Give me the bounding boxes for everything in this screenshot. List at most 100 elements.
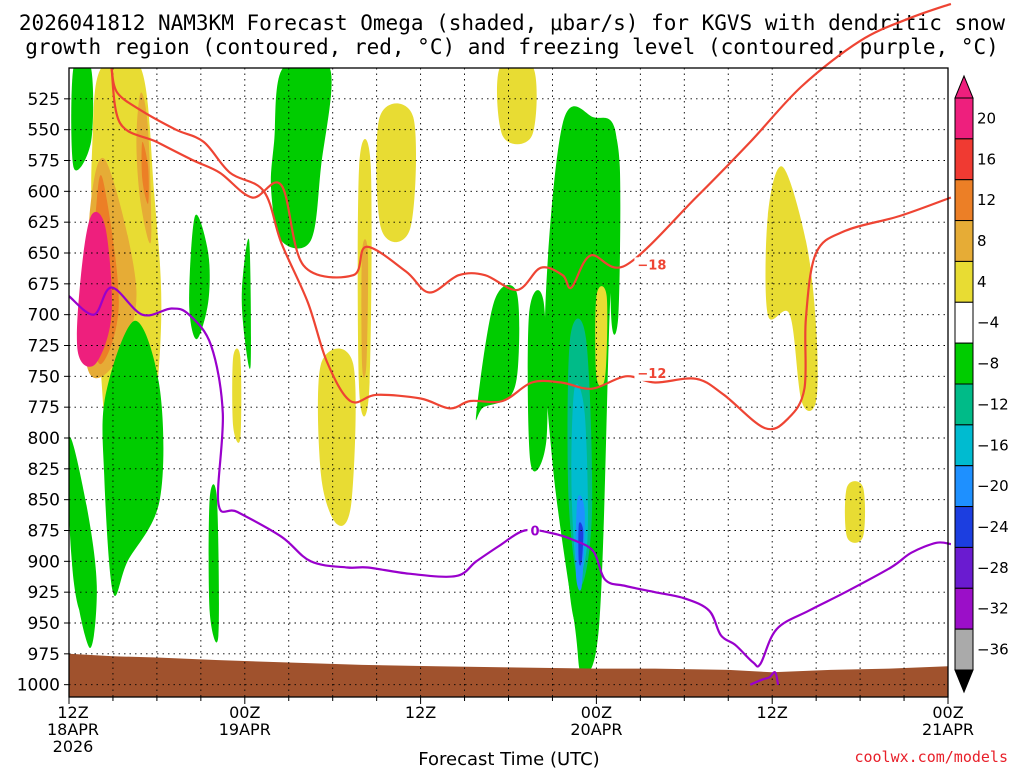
colorbar-box-4	[954, 260, 974, 303]
dgz-label-bg	[634, 365, 663, 381]
y-tick-label-1000: 1000	[17, 676, 60, 696]
colorbar-label-13: −36	[977, 641, 1009, 659]
x-tick-label-4-l1: 12Z	[757, 703, 788, 722]
y-tick-label-525: 525	[28, 90, 60, 110]
omega-region-33	[595, 286, 608, 387]
y-tick-label-625: 625	[28, 213, 60, 233]
y-tick-label-550: 550	[28, 121, 60, 141]
y-tick-label-925: 925	[28, 583, 60, 603]
grid-lines	[69, 68, 948, 697]
x-tick-label-3-l1: 00Z	[581, 703, 612, 722]
omega-region-17	[232, 348, 242, 443]
y-axis: 525 550 575 600 625 650 675 700 725 750 775 800 825 8…	[17, 90, 69, 696]
y-tick-label-725: 725	[28, 337, 60, 357]
y-tick-label-675: 675	[28, 275, 60, 295]
colorbar-label-12: −32	[977, 600, 1009, 618]
omega-region-14	[241, 238, 251, 369]
colorbar-box-10	[954, 506, 974, 548]
chart-title-line1: 2026041812 NAM3KM Forecast Omega (shaded…	[19, 11, 1006, 35]
colorbar-box-2	[954, 179, 974, 222]
colorbar-label-2: 12	[977, 191, 996, 209]
colorbar-label-0: 20	[977, 109, 996, 127]
colorbar-label-6: −8	[977, 355, 999, 373]
terrain-fill	[69, 653, 948, 697]
x-axis-label: Forecast Time (UTC)	[418, 749, 599, 768]
colorbar-top-arrow	[954, 74, 974, 99]
dgz-line-1	[110, 67, 952, 431]
colorbar-box-3	[954, 220, 974, 262]
freezing-level-contours: 0	[68, 286, 952, 686]
omega-region-12	[189, 214, 210, 340]
colorbar-box-5	[954, 301, 974, 344]
y-tick-label-750: 750	[28, 367, 60, 387]
colorbar-box-6	[954, 342, 974, 385]
colorbar-box-13	[954, 628, 974, 671]
colorbar-label-3: 8	[977, 232, 987, 250]
x-tick-label-0-l1: 12Z	[57, 703, 88, 722]
colorbar-box-7	[954, 383, 974, 426]
omega-region-24	[487, 314, 505, 365]
colorbar-box-1	[954, 138, 974, 181]
credit-text: coolwx.com/models	[854, 748, 1008, 766]
colorbar-label-8: −16	[977, 436, 1009, 454]
colorbar-label-9: −20	[977, 477, 1009, 495]
y-tick-label-850: 850	[28, 491, 60, 511]
colorbar-label-10: −24	[977, 518, 1009, 536]
freezing-label-bg	[527, 523, 540, 539]
dgz-label-0: −18	[637, 258, 666, 273]
x-tick-label-3-l2: 20APR	[570, 720, 622, 739]
colorbar-label-7: −12	[977, 395, 1009, 413]
colorbar-label-4: 4	[977, 273, 987, 291]
omega-colorbar: 20 16 12 8 4 −4 −8 −12 −16 −20 −24 −28 −32 −36	[954, 74, 1009, 694]
terrain-surface	[69, 653, 948, 697]
chart-title-line2: growth region (contoured, red, °C) and f…	[25, 35, 999, 59]
omega-region-3	[76, 211, 112, 367]
omega-region-16	[291, 93, 306, 219]
y-tick-label-575: 575	[28, 152, 60, 172]
x-tick-label-0-l3: 2026	[53, 737, 94, 756]
colorbar-box-0	[954, 97, 974, 140]
freezing-line-1	[749, 671, 780, 686]
x-tick-label-1-l2: 19APR	[219, 720, 271, 739]
colorbar-label-1: 16	[977, 150, 996, 168]
y-tick-label-950: 950	[28, 614, 60, 634]
colorbar-box-9	[954, 465, 974, 508]
y-tick-label-600: 600	[28, 182, 60, 202]
omega-region-9	[111, 363, 151, 514]
omega-region-18	[317, 348, 356, 526]
dendritic-growth-contours: −18 −12	[110, 2, 952, 431]
y-tick-label-800: 800	[28, 429, 60, 449]
x-tick-label-5-l2: 21APR	[922, 720, 974, 739]
omega-region-32	[610, 130, 621, 335]
colorbar-box-8	[954, 424, 974, 467]
y-tick-label-975: 975	[28, 645, 60, 665]
y-tick-label-825: 825	[28, 460, 60, 480]
y-tick-label-775: 775	[28, 398, 60, 418]
colorbar-bottom-arrow	[954, 669, 974, 694]
y-tick-label-900: 900	[28, 552, 60, 572]
omega-region-7	[73, 73, 85, 145]
omega-region-35	[844, 481, 866, 543]
dgz-label-1: −12	[637, 367, 666, 382]
x-tick-label-0-l2: 18APR	[47, 720, 99, 739]
dgz-label-bg	[634, 257, 663, 273]
omega-region-13	[208, 484, 219, 643]
freezing-label-0: 0	[530, 525, 539, 540]
omega-region-21	[376, 103, 417, 243]
x-tick-label-5-l1: 00Z	[932, 703, 963, 722]
omega-region-20	[361, 239, 369, 378]
omega-region-5	[141, 141, 149, 204]
dgz-line-0	[110, 2, 952, 294]
y-tick-label-650: 650	[28, 244, 60, 264]
x-tick-label-1-l1: 00Z	[229, 703, 260, 722]
omega-region-11	[71, 474, 89, 611]
y-tick-label-700: 700	[28, 306, 60, 326]
colorbar-box-12	[954, 587, 974, 630]
omega-region-22	[497, 68, 537, 145]
y-tick-label-875: 875	[28, 522, 60, 542]
omega-region-34	[765, 166, 818, 412]
colorbar-label-11: −28	[977, 559, 1009, 577]
colorbar-label-5: −4	[977, 314, 999, 332]
